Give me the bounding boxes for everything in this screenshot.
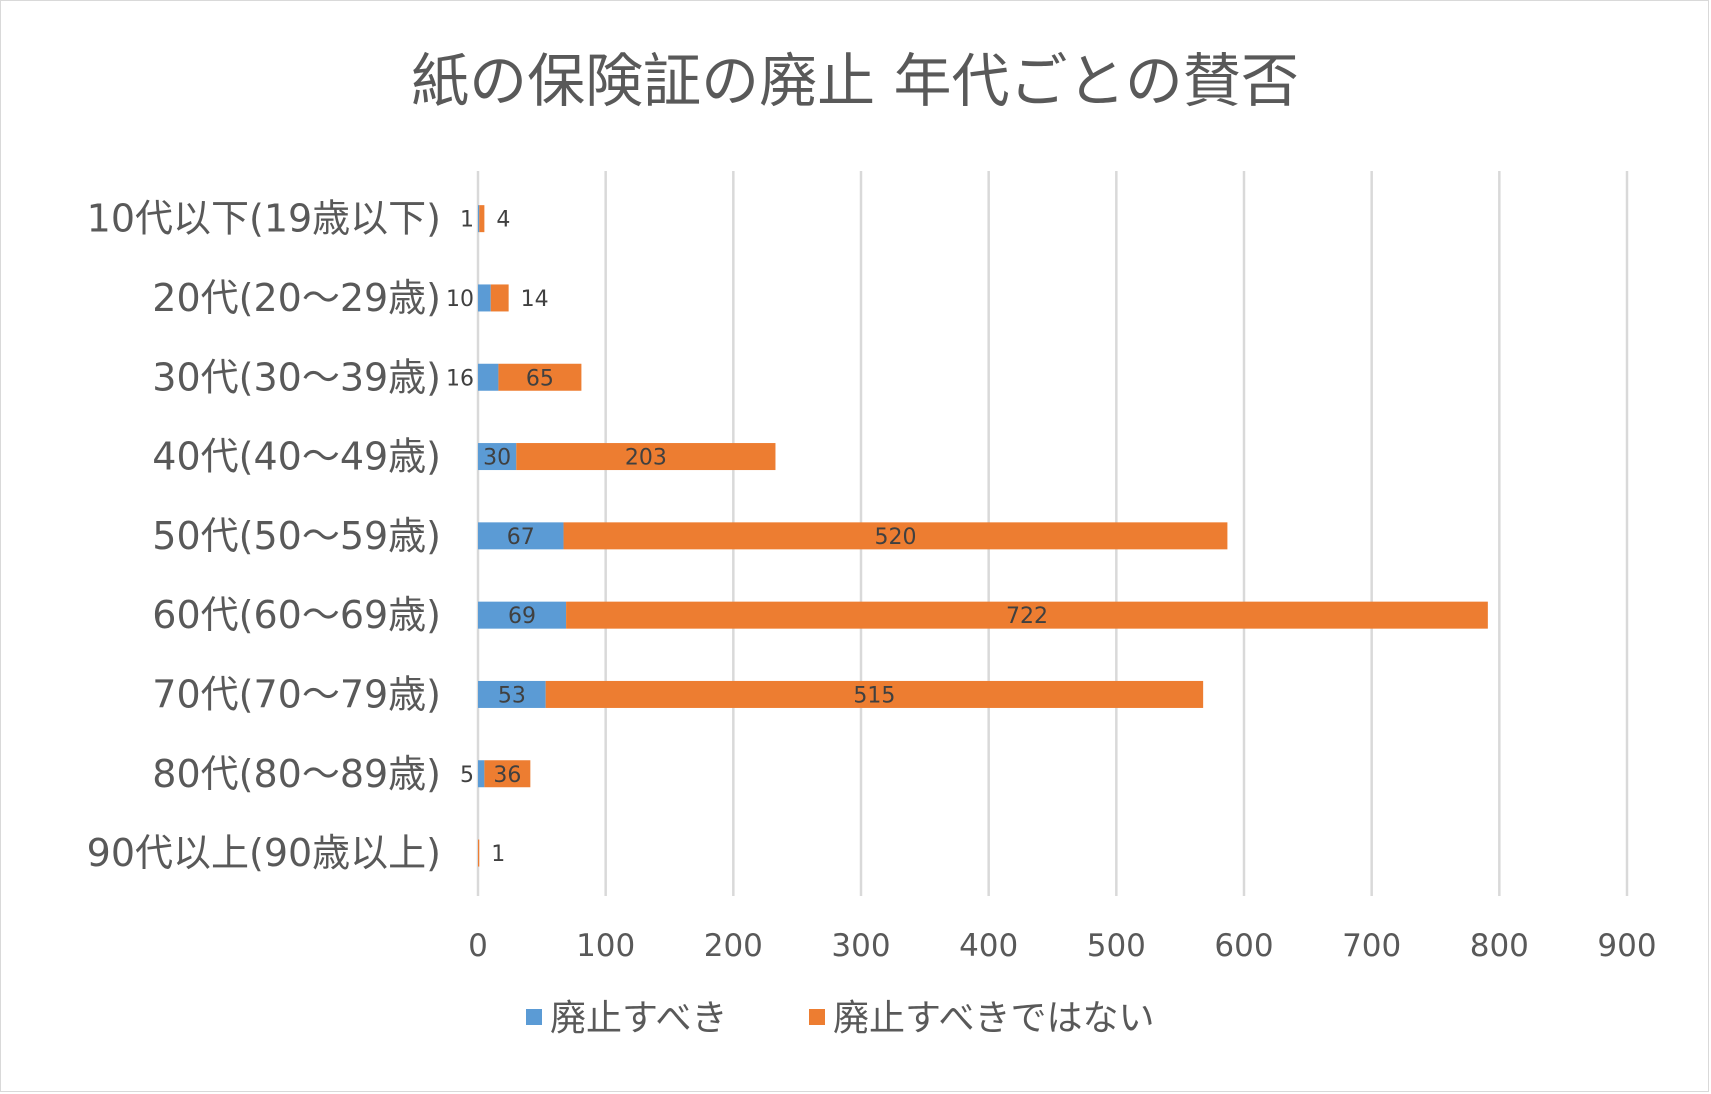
x-tick-label: 600 — [1214, 928, 1273, 964]
x-tick-label: 400 — [959, 928, 1018, 964]
data-label-haishi-subekidewanai: 14 — [521, 287, 549, 312]
bar-segment-haishi-subekidewanai — [545, 680, 1204, 708]
bar-segment-haishi-subekidewanai — [498, 363, 582, 391]
category-label: 40代(40～49歳) — [152, 435, 441, 479]
bar-segment-haishi-subeki — [478, 443, 517, 471]
x-tick-label: 800 — [1470, 928, 1529, 964]
bar-segment-haishi-subeki — [478, 522, 564, 550]
data-label-haishi-subeki: 1 — [460, 208, 474, 233]
x-tick-label: 900 — [1597, 928, 1656, 964]
category-label: 10代以下(19歳以下) — [87, 197, 441, 241]
data-label-haishi-subeki: 30 — [483, 446, 511, 471]
x-tick-label: 500 — [1087, 928, 1146, 964]
category-label: 60代(60～69歳) — [152, 593, 441, 637]
bar-segment-haishi-subekidewanai — [490, 284, 509, 312]
data-label-haishi-subekidewanai: 36 — [493, 763, 521, 788]
legend-swatch — [526, 1009, 542, 1025]
x-axis-ticks: 0 100 200 300 400 500 600 700 800 900 — [468, 928, 1656, 964]
bar-segment-haishi-subeki — [478, 760, 485, 788]
bar-segment-haishi-subekidewanai — [478, 839, 480, 867]
data-label-haishi-subekidewanai: 4 — [496, 208, 510, 233]
category-label: 20代(20～29歳) — [152, 276, 441, 320]
data-label-haishi-subekidewanai: 65 — [526, 366, 554, 391]
x-tick-label: 200 — [704, 928, 763, 964]
category-label: 80代(80～89歳) — [152, 752, 441, 796]
legend-label: 廃止すべきではない — [833, 998, 1154, 1039]
data-label-haishi-subeki: 5 — [460, 763, 474, 788]
bar-segment-haishi-subekidewanai — [516, 443, 776, 471]
bar-segment-haishi-subeki — [478, 363, 499, 391]
legend-label: 廃止すべき — [550, 998, 727, 1039]
category-label: 90代以上(90歳以上) — [87, 831, 441, 875]
x-tick-label: 300 — [831, 928, 890, 964]
data-label-haishi-subeki: 53 — [498, 683, 526, 708]
x-tick-label: 100 — [576, 928, 635, 964]
bars — [478, 205, 1488, 867]
bar-segment-haishi-subeki — [478, 680, 546, 708]
x-tick-label: 0 — [468, 928, 488, 964]
bar-segment-haishi-subekidewanai — [566, 601, 1488, 629]
bar-segment-haishi-subekidewanai — [479, 205, 485, 233]
data-label-haishi-subekidewanai: 515 — [853, 683, 895, 708]
data-label-haishi-subekidewanai: 722 — [1006, 604, 1048, 629]
data-label-haishi-subekidewanai: 1 — [491, 842, 505, 867]
data-label-haishi-subekidewanai: 520 — [874, 525, 916, 550]
data-label-haishi-subeki: 67 — [507, 525, 535, 550]
data-label-haishi-subekidewanai: 203 — [625, 446, 667, 471]
bar-segment-haishi-subeki — [478, 284, 491, 312]
bar-segment-haishi-subekidewanai — [484, 760, 531, 788]
chart-title: 紙の保険証の廃止 年代ごとの賛否 — [411, 47, 1299, 115]
category-label: 50代(50～59歳) — [152, 514, 441, 558]
data-label-haishi-subeki: 69 — [508, 604, 536, 629]
category-label: 70代(70～79歳) — [152, 672, 441, 716]
category-label: 30代(30～39歳) — [152, 355, 441, 399]
bar-segment-haishi-subekidewanai — [563, 522, 1228, 550]
data-label-haishi-subeki: 10 — [446, 287, 474, 312]
data-label-haishi-subeki: 16 — [446, 366, 474, 391]
bar-segment-haishi-subeki — [478, 601, 567, 629]
legend: 廃止すべき 廃止すべきではない — [526, 998, 1154, 1039]
category-labels: 10代以下(19歳以下) 20代(20～29歳) 30代(30～39歳) 40代(40… — [87, 197, 441, 875]
legend-swatch — [809, 1009, 825, 1025]
bar-segment-haishi-subeki — [478, 205, 480, 233]
x-tick-label: 700 — [1342, 928, 1401, 964]
